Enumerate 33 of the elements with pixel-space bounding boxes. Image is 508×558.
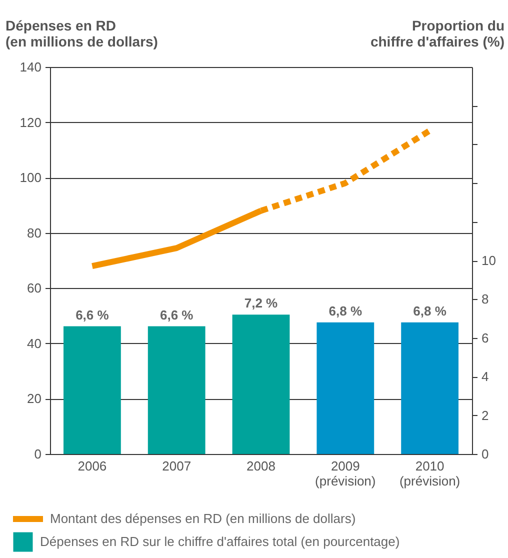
y-tick-label: 100 (20, 170, 42, 186)
bar (64, 326, 121, 454)
data-label: 6,8 % (328, 303, 362, 318)
y-tick-label: 140 (20, 60, 42, 74)
bar (148, 326, 206, 454)
data-label: 7,2 % (244, 296, 278, 311)
y2-axis-title: Proportion du chiffre d'affaires (%) (370, 18, 504, 50)
legend-label: Montant des dépenses en RD (en millions de dollars) (50, 511, 356, 526)
bar (401, 322, 458, 454)
data-label: 6,6 % (160, 307, 194, 322)
x-tick-label: 2006 (78, 458, 107, 474)
y2-tick-label: 6 (482, 330, 489, 346)
y-axis-title: Dépenses en RD (en millions de dollars) (6, 18, 158, 50)
legend-label: Dépenses en RD sur le chiffre d'affaires total (en pourcentage) (40, 534, 400, 549)
x-tick-label: 2009 (prévision) (315, 458, 376, 488)
x-tick-label: 2010 (prévision) (399, 458, 460, 488)
y2-tick-label: 2 (482, 408, 489, 423)
y2-tick-label: 4 (482, 369, 489, 384)
bar (232, 314, 290, 454)
y-tick-label: 80 (27, 225, 42, 240)
data-label: 6,8 % (413, 303, 447, 318)
bar (316, 322, 374, 454)
x-tick-label: 2008 (246, 458, 276, 474)
y2-tick-label: 0 (482, 446, 489, 462)
y-tick-label: 20 (27, 391, 42, 406)
x-tick-label: 2007 (162, 458, 192, 474)
y-tick-label: 120 (20, 114, 42, 130)
y2-tick-label: 8 (482, 292, 489, 307)
y-tick-label: 40 (27, 336, 42, 351)
data-label: 6,6 % (76, 307, 110, 322)
y-tick-label: 0 (34, 446, 42, 462)
y-tick-label: 60 (27, 280, 42, 296)
y2-tick-label: 10 (482, 253, 496, 268)
